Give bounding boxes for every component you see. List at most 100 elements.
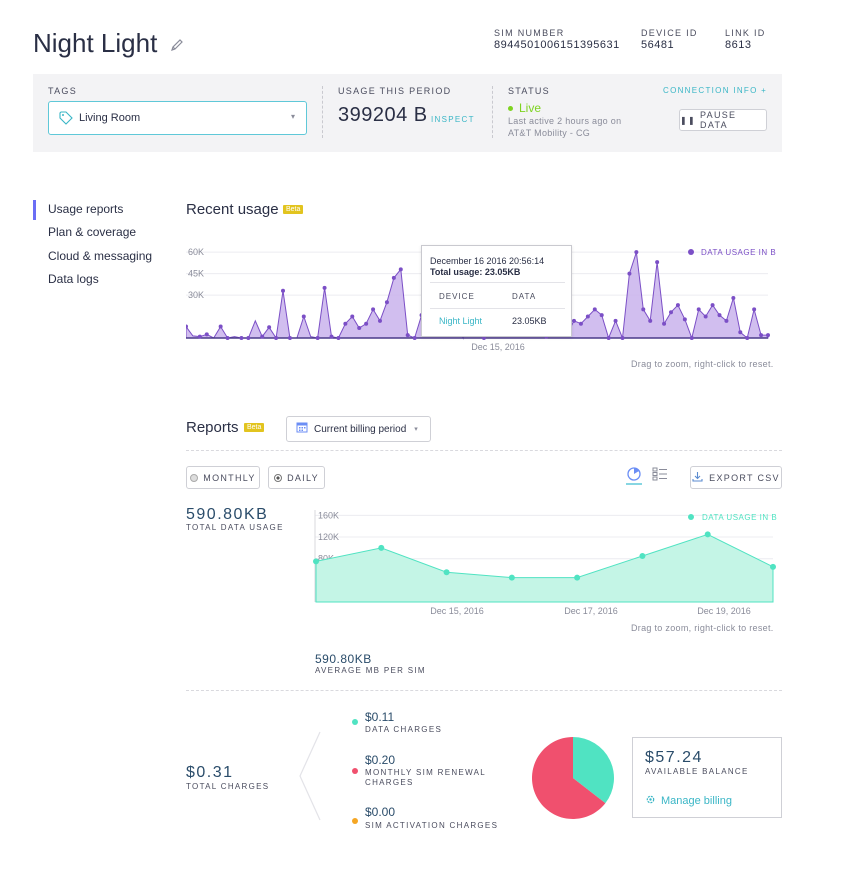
tooltip-col-device: DEVICE xyxy=(439,292,475,301)
usage-point xyxy=(322,285,327,290)
link-id-label: LINK ID xyxy=(725,28,766,38)
pause-data-button[interactable]: ❚❚ PAUSE DATA xyxy=(679,109,767,131)
beta-badge: Beta xyxy=(283,205,304,214)
legend-dot xyxy=(688,514,694,520)
daily-radio[interactable]: DAILY xyxy=(268,466,325,489)
page-title: Night Light xyxy=(33,28,158,58)
usage-point xyxy=(315,336,320,340)
zoom-hint: Drag to zoom, right-click to reset. xyxy=(631,623,774,633)
usage-point xyxy=(186,324,188,329)
device-id: 56481 xyxy=(641,39,675,51)
usage-point xyxy=(634,250,639,255)
usage-point xyxy=(613,318,618,323)
manage-billing-label: Manage billing xyxy=(661,795,732,807)
usage-point xyxy=(218,324,223,329)
sidebar-item-data-logs[interactable]: Data logs xyxy=(48,272,99,286)
sim-number: 8944501006151395631 xyxy=(494,39,620,51)
section-divider xyxy=(186,450,782,451)
legend-label: DATA USAGE IN B xyxy=(702,513,777,522)
usage-point xyxy=(364,321,369,326)
usage-point xyxy=(675,303,680,308)
pie-slice-data xyxy=(573,737,615,804)
usage-point xyxy=(204,332,209,337)
sim-number-label: SIM NUMBER xyxy=(494,28,565,38)
usage-point xyxy=(357,325,362,330)
usage-point xyxy=(578,321,583,326)
tooltip-date: December 16 2016 20:56:14 xyxy=(430,256,545,266)
status-carrier: AT&T Mobility - CG xyxy=(508,128,591,138)
status-value: Live xyxy=(519,101,542,115)
connection-info-link[interactable]: CONNECTION INFO + xyxy=(663,86,768,95)
usage-point xyxy=(689,336,694,340)
usage-point xyxy=(585,314,590,319)
legend-dot-icon xyxy=(352,818,358,824)
monthly-radio[interactable]: MONTHLY xyxy=(186,466,260,489)
usage-point xyxy=(371,307,376,312)
total-usage-value: 590.80KB xyxy=(186,506,269,523)
usage-point xyxy=(648,318,653,323)
balance-label: AVAILABLE BALANCE xyxy=(645,767,749,776)
usage-point xyxy=(267,325,272,330)
edit-pencil-icon[interactable] xyxy=(170,38,184,57)
gear-icon xyxy=(645,792,656,810)
tooltip-data: 23.05KB xyxy=(512,316,547,326)
chart-view-icon[interactable] xyxy=(625,466,643,491)
chevron-down-icon: ▾ xyxy=(414,426,418,433)
x-tick-label: Dec 17, 2016 xyxy=(564,606,618,616)
pause-icon: ❚❚ xyxy=(680,115,697,125)
inspect-link[interactable]: INSPECT xyxy=(431,115,475,124)
manage-billing-link[interactable]: Manage billing xyxy=(645,792,732,810)
y-tick-label: 45K xyxy=(188,269,204,279)
usage-point xyxy=(343,321,348,326)
usage-point xyxy=(378,318,382,323)
avg-usage-label: AVERAGE MB PER SIM xyxy=(315,666,426,675)
usage-point xyxy=(703,314,708,319)
usage-point xyxy=(620,336,625,340)
recent-usage-title: Recent usage xyxy=(186,201,279,218)
status-detail: Last active 2 hours ago on xyxy=(508,116,622,126)
y-tick-label: 30K xyxy=(188,290,204,300)
usage-point xyxy=(274,336,279,340)
sidebar-item-plan-coverage[interactable]: Plan & coverage xyxy=(48,225,137,239)
usage-point xyxy=(752,307,757,312)
usage-tooltip: December 16 2016 20:56:14 Total usage: 2… xyxy=(421,245,572,337)
usage-point xyxy=(710,303,715,308)
tags-label: TAGS xyxy=(48,86,78,96)
charge-value: $0.20 xyxy=(365,753,396,767)
charge-value: $0.00 xyxy=(365,805,396,819)
table-view-icon[interactable] xyxy=(652,467,668,486)
radio-icon xyxy=(190,473,199,482)
sidebar-item-usage-reports[interactable]: Usage reports xyxy=(48,202,124,216)
usage-point xyxy=(655,260,660,265)
period-select[interactable]: Current billing period ▾ xyxy=(286,416,431,442)
tags-select[interactable]: Living Room ▾ xyxy=(48,101,307,135)
usage-point xyxy=(572,318,576,323)
divider xyxy=(492,86,493,138)
usage-point xyxy=(481,336,486,340)
daily-point xyxy=(639,553,646,559)
sidebar-item-cloud-messaging[interactable]: Cloud & messaging xyxy=(48,249,153,263)
charges-pie-chart xyxy=(532,737,615,819)
export-csv-button[interactable]: EXPORT CSV xyxy=(690,466,782,489)
tag-value: Living Room xyxy=(79,112,141,124)
usage-point xyxy=(405,333,410,338)
charge-label: MONTHLY SIM RENEWAL xyxy=(365,768,487,777)
avg-usage-value: 590.80KB xyxy=(315,652,372,666)
usage-point xyxy=(336,336,341,340)
usage-point xyxy=(662,321,667,326)
download-icon xyxy=(692,471,703,484)
bracket-icon xyxy=(299,731,321,821)
y-tick-label: 60K xyxy=(188,247,204,257)
daily-point xyxy=(770,563,776,570)
usage-point xyxy=(391,275,396,280)
daily-point xyxy=(313,558,319,565)
daily-series-area xyxy=(315,533,774,603)
period-select-value: Current billing period xyxy=(314,423,407,435)
status-label: STATUS xyxy=(508,86,550,96)
y-tick-label: 120K xyxy=(318,532,339,542)
usage-point xyxy=(412,336,417,340)
usage-point xyxy=(301,314,306,319)
usage-point xyxy=(350,314,355,319)
charge-label: SIM ACTIVATION CHARGES xyxy=(365,821,499,830)
